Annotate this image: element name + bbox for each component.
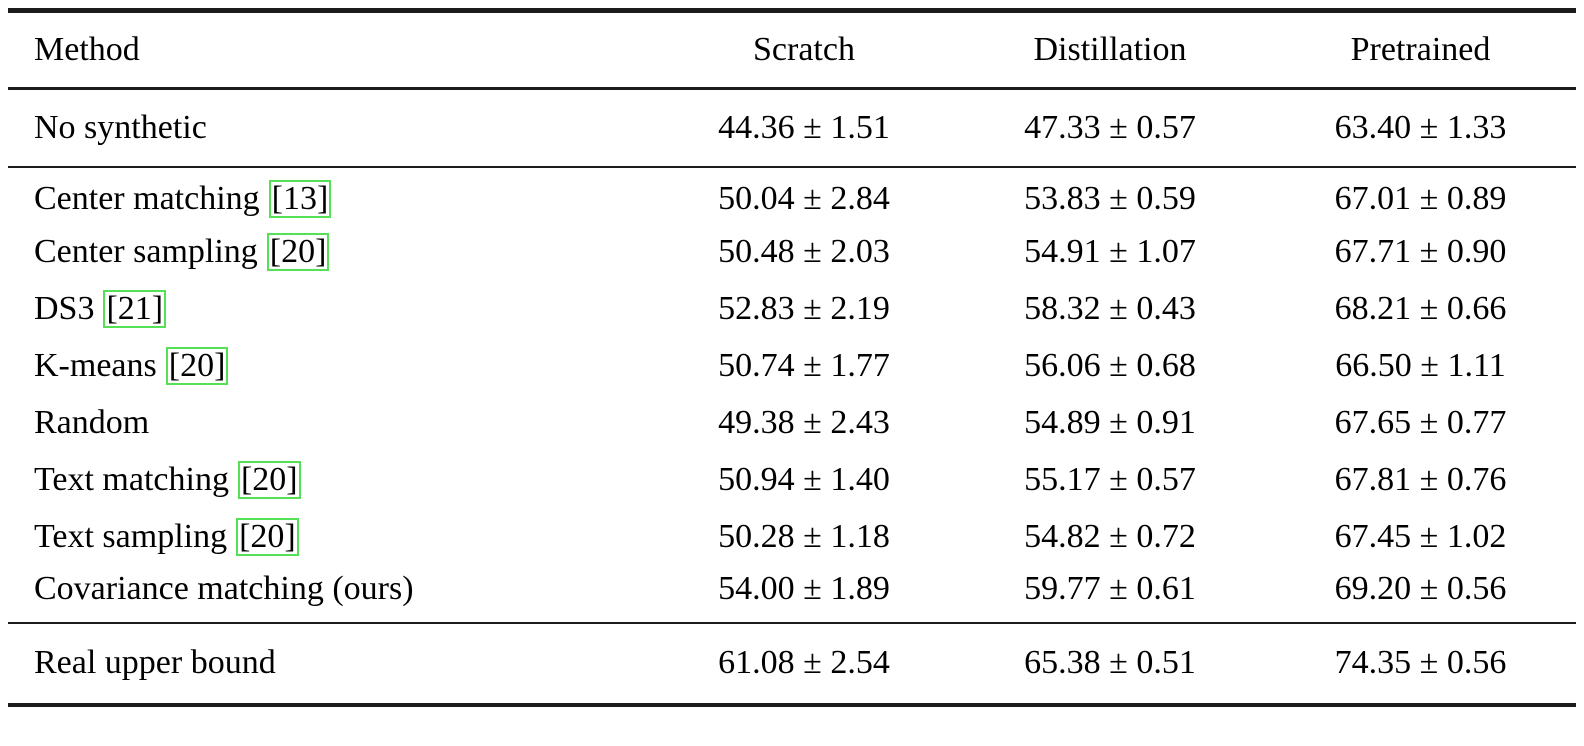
results-table: Method Scratch Distillation Pretrained N… [8, 8, 1576, 707]
distillation-value: 47.33 ± 0.57 [955, 88, 1265, 168]
method-label: Random [34, 404, 150, 441]
citation-link[interactable]: [13] [268, 179, 332, 219]
header-row: Method Scratch Distillation Pretrained [8, 10, 1576, 90]
table-row: Covariance matching (ours) 54.00 ± 1.89 … [8, 565, 1576, 624]
pretrained-value: 67.81 ± 0.76 [1334, 461, 1507, 498]
method-cell: Center matching [13] [8, 167, 653, 224]
column-header-pretrained: Pretrained [1265, 10, 1576, 90]
scratch-value: 54.00 ± 1.89 [653, 565, 955, 624]
method-cell: Text sampling [20] [8, 509, 653, 566]
column-header-scratch: Scratch [653, 10, 955, 90]
table-row: No synthetic 44.36 ± 1.51 47.33 ± 0.57 6… [8, 88, 1576, 168]
method-cell: DS3 [21] [8, 281, 653, 338]
distillation-value: 65.38 ± 0.51 [1024, 644, 1196, 681]
scratch-value: 50.48 ± 2.03 [718, 233, 890, 270]
method-cell: Center sampling [20] [8, 224, 653, 281]
pretrained-value: 68.21 ± 0.66 [1334, 290, 1507, 327]
table-row: Random 49.38 ± 2.43 54.89 ± 0.91 67.65 ±… [8, 395, 1576, 452]
pretrained-value: 67.71 ± 0.90 [1334, 233, 1507, 270]
citation-link[interactable]: [20] [237, 460, 301, 500]
method-cell: No synthetic [8, 88, 653, 168]
citation-link[interactable]: [20] [165, 346, 229, 386]
table-row: Text sampling [20] 50.28 ± 1.18 54.82 ± 0… [8, 509, 1576, 566]
column-header-method: Method [8, 10, 653, 90]
column-header-distillation: Distillation [955, 10, 1265, 90]
scratch-value: 49.38 ± 2.43 [718, 404, 890, 441]
citation-link[interactable]: [21] [103, 289, 167, 329]
citation-link[interactable]: [20] [266, 232, 330, 272]
pretrained-value: 67.45 ± 1.02 [1334, 518, 1507, 555]
method-label: Covariance matching (ours) [34, 570, 414, 607]
scratch-value: 50.74 ± 1.77 [718, 347, 890, 384]
method-label: Center matching [34, 179, 260, 217]
distillation-value: 56.06 ± 0.68 [1024, 347, 1196, 384]
method-cell: K-means [20] [8, 338, 653, 395]
scratch-value: 52.83 ± 2.19 [718, 290, 890, 327]
method-label: Text sampling [34, 517, 228, 555]
pretrained-value: 63.40 ± 1.33 [1265, 88, 1576, 168]
method-cell: Real upper bound [8, 623, 653, 705]
scratch-value: 50.94 ± 1.40 [718, 461, 890, 498]
method-label: K-means [34, 346, 157, 384]
scratch-value: 50.04 ± 2.84 [718, 180, 890, 217]
pretrained-value: 66.50 ± 1.11 [1335, 347, 1506, 384]
distillation-value: 59.77 ± 0.61 [955, 565, 1265, 624]
method-label: Real upper bound [34, 644, 276, 681]
table-row: K-means [20] 50.74 ± 1.77 56.06 ± 0.68 66… [8, 338, 1576, 395]
method-label: Center sampling [34, 232, 258, 270]
scratch-value: 61.08 ± 2.54 [718, 644, 890, 681]
distillation-value: 54.91 ± 1.07 [1024, 233, 1196, 270]
method-cell: Text matching [20] [8, 452, 653, 509]
distillation-value: 55.17 ± 0.57 [1024, 461, 1196, 498]
pretrained-value: 67.65 ± 0.77 [1334, 404, 1507, 441]
paper-table-wrap: Method Scratch Distillation Pretrained N… [8, 8, 1576, 707]
distillation-value: 58.32 ± 0.43 [1024, 290, 1196, 327]
citation-link[interactable]: [20] [236, 517, 299, 557]
pretrained-value: 74.35 ± 0.56 [1334, 644, 1507, 681]
table-row: Center sampling [20] 50.48 ± 2.03 54.91 ±… [8, 224, 1576, 281]
method-label: DS3 [34, 289, 95, 327]
pretrained-value: 69.20 ± 0.56 [1265, 565, 1576, 624]
table-row: Text matching [20] 50.94 ± 1.40 55.17 ± 0… [8, 452, 1576, 509]
scratch-value: 50.28 ± 1.18 [718, 518, 890, 555]
table-row: DS3 [21] 52.83 ± 2.19 58.32 ± 0.43 68.21 … [8, 281, 1576, 338]
table-row: Center matching [13] 50.04 ± 2.84 53.83 ±… [8, 167, 1576, 224]
distillation-value: 54.89 ± 0.91 [1024, 404, 1196, 441]
method-cell: Covariance matching (ours) [8, 565, 653, 624]
method-label: Text matching [34, 460, 229, 498]
pretrained-value: 67.01 ± 0.89 [1334, 180, 1507, 217]
table-row: Real upper bound 61.08 ± 2.54 65.38 ± 0.… [8, 623, 1576, 705]
distillation-value: 53.83 ± 0.59 [1024, 180, 1196, 217]
method-cell: Random [8, 395, 653, 452]
scratch-value: 44.36 ± 1.51 [653, 88, 955, 168]
distillation-value: 54.82 ± 0.72 [1024, 518, 1196, 555]
method-label: No synthetic [34, 108, 207, 146]
